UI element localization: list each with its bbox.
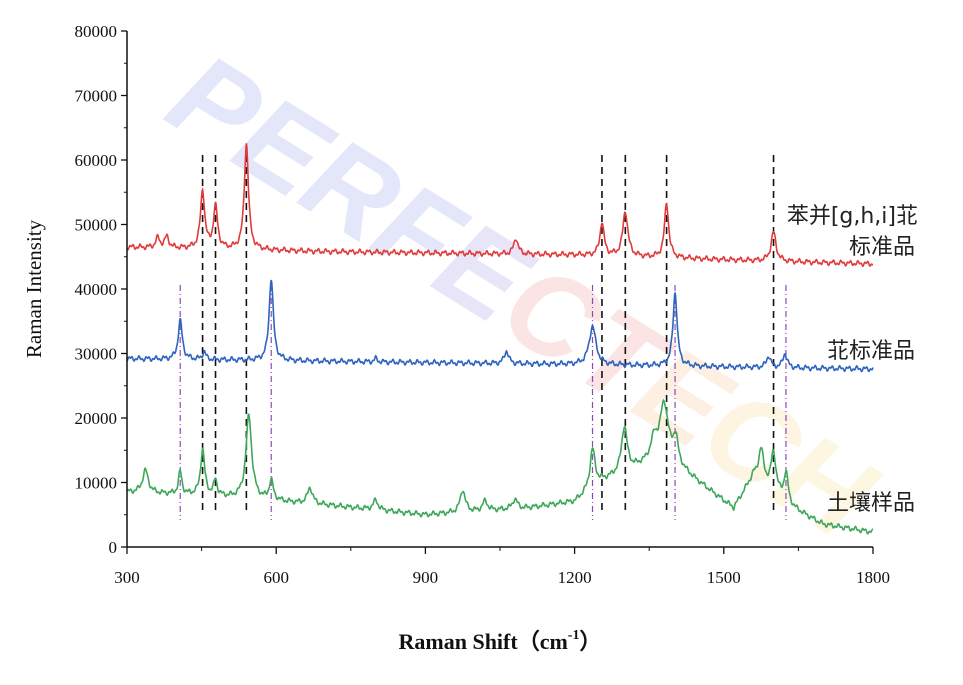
series-blue-perylene <box>126 279 874 373</box>
series-layer <box>126 143 874 535</box>
y-tick-label: 10000 <box>75 474 118 493</box>
x-axis-title-main: Raman Shift（cm <box>399 629 568 654</box>
x-tick-label: 1500 <box>707 568 741 587</box>
x-tick-label: 600 <box>263 568 289 587</box>
series-label-red-line2: 标准品 <box>849 235 915 260</box>
x-tick-label: 1200 <box>558 568 592 587</box>
series-label-blue: 苝标准品 <box>827 339 915 364</box>
ticks: 300 600 900 1200 1500 1800 0 10000 20000 30000 400… <box>75 22 891 587</box>
x-tick-label: 300 <box>114 568 140 587</box>
series-label-red-line1: 苯并[g,h,i]苝 <box>787 204 918 229</box>
series-red-benzo-ghi-perylene <box>126 143 874 268</box>
y-tick-label: 60000 <box>75 151 118 170</box>
x-axis-title-close: ） <box>579 629 601 654</box>
watermark-text: PERFECTECH <box>147 28 898 565</box>
x-axis-title-sup: -1 <box>568 628 580 643</box>
y-tick-label: 70000 <box>75 87 118 106</box>
y-tick-label: 0 <box>109 538 118 557</box>
y-tick-label: 20000 <box>75 409 118 428</box>
watermark: PERFECTECH <box>147 28 898 565</box>
series-green-soil-sample <box>126 398 874 535</box>
series-label-green: 土壤样品 <box>827 491 915 516</box>
x-tick-label: 1800 <box>856 568 890 587</box>
y-tick-label: 50000 <box>75 216 118 235</box>
y-tick-label: 40000 <box>75 280 118 299</box>
y-tick-label: 80000 <box>75 22 118 41</box>
x-axis-title: Raman Shift（cm-1） <box>399 628 602 654</box>
y-axis-title: Raman Intensity <box>22 219 46 358</box>
series-labels: 苯并[g,h,i]苝 标准品 苝标准品 土壤样品 <box>787 204 918 516</box>
y-tick-label: 30000 <box>75 345 118 364</box>
x-tick-label: 900 <box>413 568 439 587</box>
